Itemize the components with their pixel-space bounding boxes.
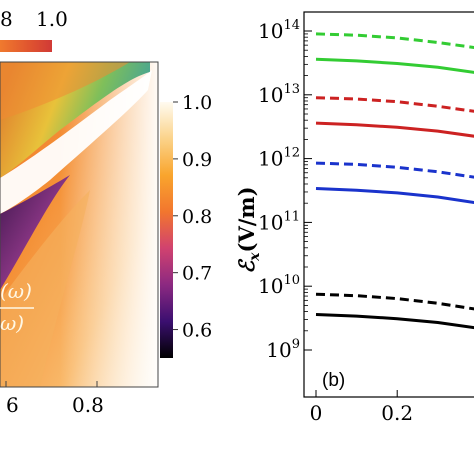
y-tick-label: 1011 (258, 209, 300, 234)
svg-text:ℰx(V/m): ℰx(V/m) (234, 186, 263, 273)
y-tick-label: 1012 (258, 146, 300, 171)
x-tick-label: 0 (310, 401, 323, 425)
series-line-solid (315, 313, 474, 330)
series-line-dashed (315, 32, 474, 50)
y-axis-label-sub: x (247, 252, 263, 262)
series-line-dashed (315, 161, 474, 179)
x-tick-label: 0.8 (72, 393, 104, 417)
y-tick-label: 1010 (258, 273, 300, 298)
y-tick-label: 1014 (258, 18, 300, 43)
series-line-solid (315, 57, 474, 74)
y-axis-label-units: (V/m) (234, 186, 259, 252)
top-colorbar-tick-label: 1.0 (36, 7, 68, 31)
colorbar-tick-label: 1.0 (182, 92, 212, 114)
y-tick-label: 109 (266, 337, 300, 362)
series-line-solid (315, 121, 474, 138)
colorbar-tick-label: 0.7 (182, 263, 212, 285)
x-tick-label: 6 (6, 393, 19, 417)
heatmap-purple-band (0, 175, 70, 290)
plot-frame (303, 11, 474, 398)
y-tick-label: 1013 (258, 82, 300, 107)
heatmap-panel: 8 1.0 (ω) ω) 6 0.8 1.0 0.9 0.8 0.7 0.6 (0, 7, 212, 417)
top-colorbar (0, 40, 52, 52)
heatmap-white-ridge (0, 70, 152, 214)
series-line-dashed (315, 96, 474, 113)
x-tick-label: 0.2 (381, 401, 413, 425)
colorbar-tick-label: 0.8 (182, 206, 212, 228)
heatmap-frame (0, 61, 159, 388)
series-line-dashed (315, 292, 474, 311)
annotation-line2: ω) (0, 311, 24, 335)
y-axis-label: ℰx(V/m) (234, 186, 263, 273)
annotation-line1: (ω) (0, 279, 32, 303)
colorbar-tick-label: 0.9 (182, 149, 212, 171)
colorbar (160, 102, 173, 358)
y-axis-label-main: ℰ (234, 259, 259, 274)
top-colorbar-tick-label: 8 (0, 7, 13, 31)
panel-label: (b) (322, 370, 345, 391)
colorbar-tick-label: 0.6 (182, 320, 212, 342)
line-panel: 1014 1013 1012 1011 1010 109 0 0.2 (b) ℰx(V/m) (234, 11, 474, 425)
heatmap-image (0, 62, 158, 387)
series-line-solid (315, 187, 474, 205)
